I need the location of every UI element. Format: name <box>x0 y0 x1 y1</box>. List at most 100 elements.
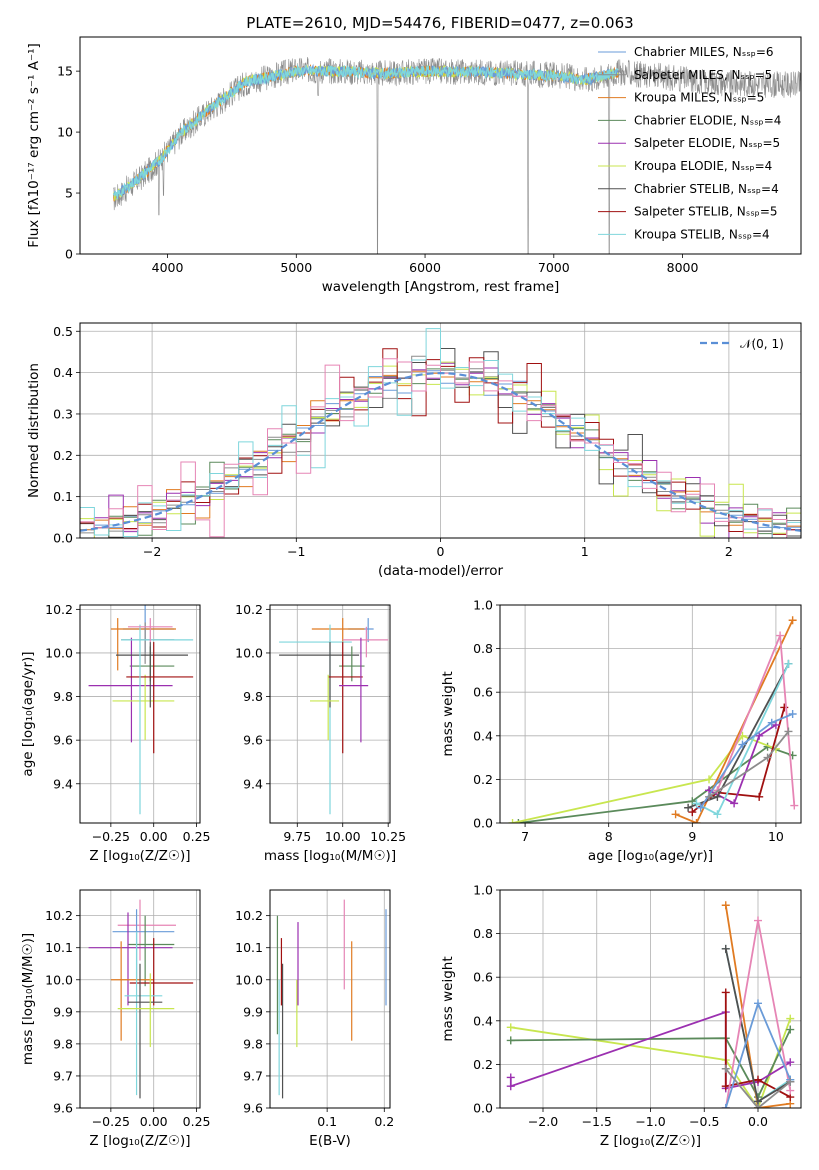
series-model-kroupa_stelib <box>112 63 619 200</box>
marker-chabrier_stelib <box>684 803 693 812</box>
tick-label-x: 1 <box>581 544 589 559</box>
tick-label-x: 10.00 <box>325 829 361 844</box>
legend-label: Kroupa STELIB, Nₛₛₚ=4 <box>634 227 770 241</box>
panel-age_vs_Z: −0.25 0.00 0.25 9.4 9.6 9.8 10.0 10.2 Z [log₁₀(Z… <box>20 602 210 864</box>
point-salpeter_stelib <box>328 642 363 754</box>
x-axis-label: mass [log₁₀(M/M☉)] <box>264 848 396 864</box>
marker-kroupa_miles <box>788 616 797 625</box>
plot-area <box>88 605 194 815</box>
tick-label-y: 9.8 <box>53 1036 73 1051</box>
tick-label-y: 5 <box>65 186 73 201</box>
tick-label-x: 10 <box>768 829 784 844</box>
plot-area <box>506 901 795 1108</box>
panel-residuals: −2 −1 0 1 2 0.0 0.1 0.2 0.3 0.4 0.5 (data-model)/er… <box>26 322 802 579</box>
tick-label-y: 9.9 <box>53 1004 73 1019</box>
tick-label-y: 10.2 <box>235 602 263 617</box>
point-pink <box>342 626 389 658</box>
point-chabrier_elodie <box>129 646 175 682</box>
tick-label-y: 0.2 <box>473 1057 493 1072</box>
point-pink <box>117 899 176 961</box>
marker-kroupa_elodie <box>705 775 714 784</box>
point-kroupa_stelib <box>124 931 163 1096</box>
point-salpeter_stelib <box>126 642 194 754</box>
marker-salpeter_miles <box>763 753 772 762</box>
marker-chabrier_miles <box>754 999 762 1008</box>
tick-label-x: 9 <box>688 829 696 844</box>
panel-age_vs_mass: 9.75 10.00 10.25 9.4 9.6 9.8 10.0 10.2 mass [log… <box>235 602 406 864</box>
marker-salpeter_miles <box>784 727 793 736</box>
axes-frame <box>499 889 802 1109</box>
tick-label-x: 8000 <box>667 260 699 275</box>
marker-chabrier_miles <box>738 740 747 749</box>
tick-label-y: 10 <box>57 125 73 140</box>
tick-label-x: −2 <box>143 544 161 559</box>
axes-frame <box>269 604 391 824</box>
point-kroupa_miles <box>110 941 154 1041</box>
plot-area <box>276 899 387 1099</box>
tick-label-y: 0.6 <box>473 685 493 700</box>
tick-label-x: 2 <box>725 544 733 559</box>
point-chabrier_stelib <box>116 642 188 708</box>
tick-label-x: 0.25 <box>183 1114 211 1129</box>
marker-salpeter_stelib <box>721 988 730 997</box>
marker-kroupa_elodie <box>506 1023 515 1032</box>
marker-chabrier_elodie <box>514 819 523 823</box>
tick-label-y: 10.0 <box>45 645 73 660</box>
ticks: −2 −1 0 1 2 0.0 0.1 0.2 0.3 0.4 0.5 <box>53 324 733 559</box>
point-chabrier_stelib <box>279 642 360 708</box>
tick-label-y: 9.6 <box>243 1101 263 1116</box>
y-axis-label: age [log₁₀(age/yr)] <box>20 651 36 776</box>
marker-kroupa_miles <box>721 901 730 910</box>
tick-label-y: 0.1 <box>53 489 73 504</box>
marker-kroupa_elodie <box>508 819 517 823</box>
tick-label-y: 10.1 <box>235 940 263 955</box>
point-salpeter_elodie <box>339 637 369 743</box>
y-axis-label: Normed distribution <box>26 363 42 498</box>
x-axis-label: E(B-V) <box>309 1133 351 1149</box>
marker-chabrier_stelib <box>721 944 730 953</box>
ticks: 0.1 0.2 9.6 9.7 9.8 9.9 10.0 10.1 10.2 <box>235 908 394 1129</box>
ticks: −2.0 −1.5 −1.0 −0.5 0.0 0.0 0.2 0.4 0.6 0.8 1.0 <box>473 883 768 1130</box>
marker-salpeter_miles <box>754 1104 762 1108</box>
tick-label-x: −0.25 <box>92 1114 130 1129</box>
legend-label: Salpeter STELIB, Nₛₛₚ=5 <box>634 205 778 219</box>
tick-label-y: 0.4 <box>473 728 493 743</box>
series-data-spectrum <box>113 56 801 254</box>
y-axis-label: mass weight <box>440 956 456 1041</box>
point-kroupa_elodie <box>112 674 175 741</box>
plot-area <box>80 328 801 538</box>
ticks: 4000 5000 6000 7000 8000 0 5 10 15 <box>57 64 698 275</box>
ticks: −0.25 0.00 0.25 9.4 9.6 9.8 10.0 10.2 <box>45 602 210 844</box>
axes-frame <box>79 889 201 1109</box>
x-axis-label: (data-model)/error <box>378 563 504 579</box>
marker-salpeter_miles <box>786 1077 795 1086</box>
x-axis-label: Z [log₁₀(Z/Z☉)] <box>89 848 190 864</box>
point-kroupa_miles <box>110 618 176 671</box>
marker-salpeter_stelib <box>688 808 697 817</box>
marker-chabrier_miles <box>767 718 776 727</box>
legend-label: Salpeter ELODIE, Nₛₛₚ=5 <box>634 136 780 150</box>
x-axis-label: age [log₁₀(age/yr)] <box>588 848 713 864</box>
tick-label-x: 9.75 <box>283 829 311 844</box>
legend-label: Kroupa MILES, Nₛₛₚ=5 <box>634 91 764 105</box>
tick-label-y: 0.6 <box>473 970 493 985</box>
series-kroupa_miles <box>675 619 794 823</box>
tick-label-x: 4000 <box>152 260 184 275</box>
point-kroupa_elodie <box>310 674 340 741</box>
series-salpeter_stelib <box>724 992 791 1098</box>
series-kroupa_miles <box>724 905 791 1108</box>
point-salpeter_elodie <box>88 912 173 1006</box>
marker-salpeter_elodie <box>506 1082 515 1091</box>
ticks: −0.25 0.00 0.25 9.6 9.7 9.8 9.9 10.0 10.1 10.2 <box>45 908 210 1129</box>
tick-label-x: −1.0 <box>635 1114 665 1129</box>
legend-label: Chabrier MILES, Nₛₛₚ=6 <box>634 45 774 59</box>
marker-salpeter_elodie <box>506 1073 515 1082</box>
legend-label: Chabrier STELIB, Nₛₛₚ=4 <box>634 182 779 196</box>
tick-label-y: 10.0 <box>235 645 263 660</box>
tick-label-y: 10.2 <box>45 908 73 923</box>
marker-salpeter_stelib <box>754 1075 762 1084</box>
tick-label-x: 0.2 <box>374 1114 394 1129</box>
tick-label-y: 9.8 <box>243 689 263 704</box>
marker-chabrier_elodie <box>506 1036 515 1045</box>
tick-label-y: 0 <box>65 247 73 262</box>
